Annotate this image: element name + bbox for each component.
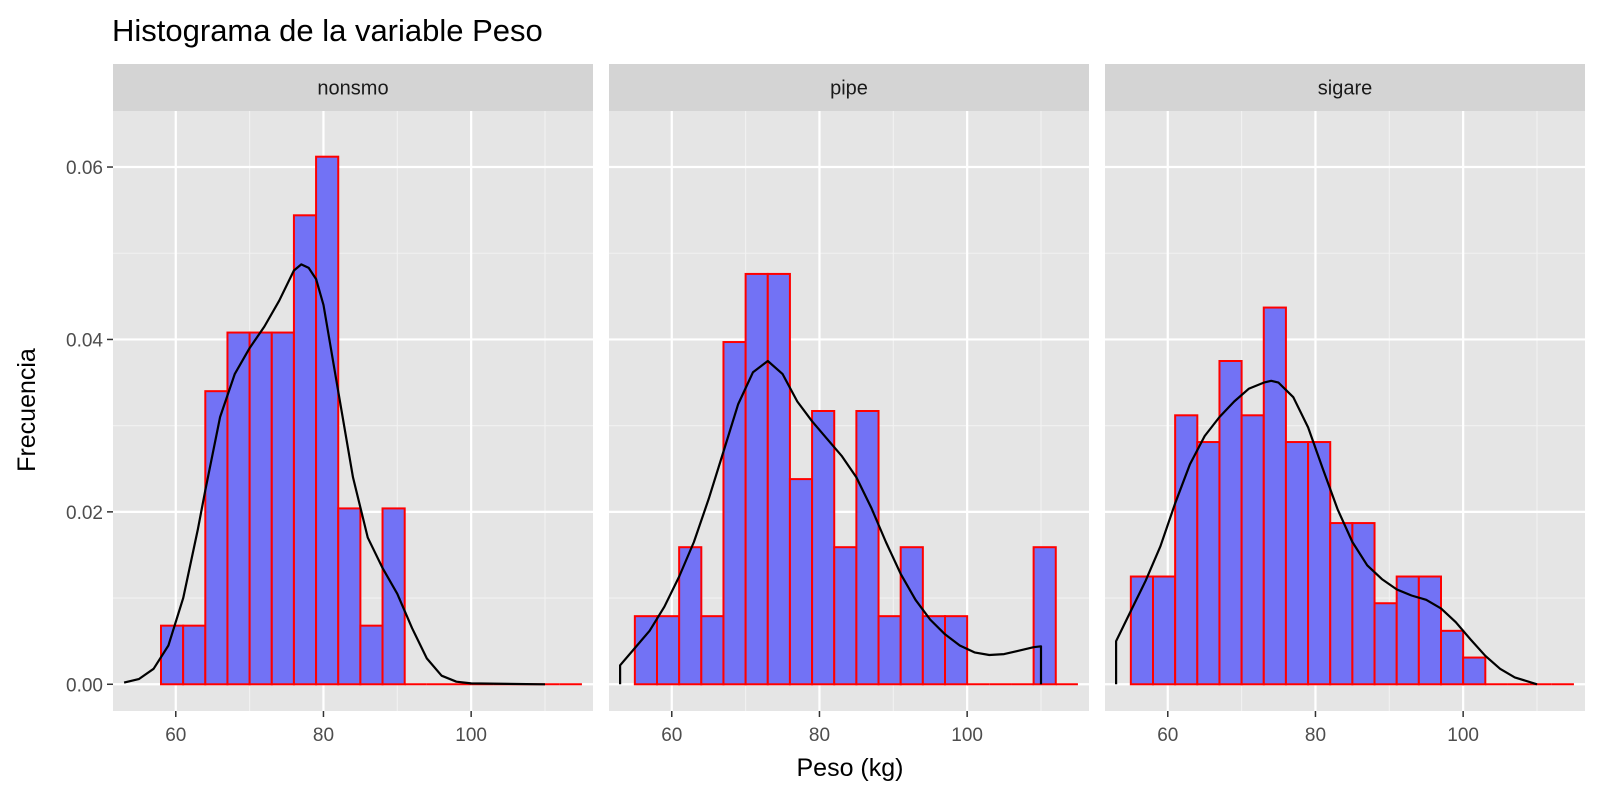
- histogram-bar: [270, 331, 295, 686]
- x-axis-title: Peso (kg): [797, 754, 904, 782]
- histogram-bars: [1129, 306, 1574, 686]
- histogram-bar: [811, 410, 836, 686]
- facet-strip-pipe: [609, 64, 1089, 111]
- x-tick-label: 80: [313, 725, 334, 746]
- facet-panel-sigare: sigare 60 80 100: [1105, 64, 1585, 746]
- histogram-bar: [1240, 414, 1265, 686]
- x-tick-label: 100: [1447, 725, 1479, 746]
- histogram-bar: [248, 331, 273, 686]
- x-tick-label: 100: [455, 725, 487, 746]
- x-tick-label: 80: [1305, 725, 1326, 746]
- histogram-bar: [855, 410, 880, 686]
- facet-label-nonsmo: nonsmo: [317, 78, 388, 100]
- facet-label-pipe: pipe: [830, 78, 868, 100]
- histogram-bar: [744, 272, 769, 686]
- x-axis: 60 80 100: [661, 711, 983, 746]
- histogram-bar: [1196, 441, 1221, 686]
- histogram-bar: [381, 507, 406, 686]
- y-tick-label: 0.00: [66, 675, 103, 696]
- y-tick-label: 0.02: [66, 503, 103, 524]
- facet-strip-sigare: [1105, 64, 1585, 111]
- x-tick-label: 60: [165, 725, 186, 746]
- histogram-bar: [337, 507, 362, 686]
- chart-title: Histograma de la variable Peso: [112, 13, 543, 48]
- histogram-bar: [1152, 575, 1177, 686]
- x-axis: 60 80 100: [165, 711, 487, 746]
- histogram-bar: [1373, 602, 1398, 686]
- y-tick-label: 0.06: [66, 158, 103, 179]
- histogram-bar: [1032, 546, 1057, 686]
- histogram-bar: [944, 615, 969, 686]
- facet-panel-nonsmo: nonsmo 60 80 100: [113, 64, 593, 746]
- histogram-bar: [700, 615, 725, 686]
- histogram-bar: [1417, 575, 1443, 686]
- histogram-bar: [633, 615, 658, 686]
- histogram-bar: [359, 624, 384, 686]
- histogram-bar: [1440, 629, 1465, 686]
- histogram-bar: [656, 615, 681, 686]
- density-curve: [123, 263, 546, 686]
- facet-panel-pipe: pipe 60 80 100: [609, 64, 1089, 746]
- histogram-bar: [292, 214, 318, 686]
- y-tick-label: 0.04: [66, 330, 103, 351]
- density-curve: [1114, 379, 1538, 686]
- histogram-bars: [160, 155, 582, 686]
- histogram-bar: [1462, 656, 1487, 686]
- histogram-bar: [833, 546, 858, 686]
- histogram-bar: [315, 155, 340, 686]
- histogram-bar: [1129, 575, 1155, 686]
- histogram-bar: [182, 624, 207, 686]
- facet-label-sigare: sigare: [1318, 78, 1372, 100]
- x-tick-label: 60: [1157, 725, 1178, 746]
- y-axis: 0.00 0.02 0.04 0.06: [66, 158, 113, 696]
- histogram-bar: [1262, 306, 1287, 686]
- histogram-bar: [877, 615, 902, 686]
- histogram-bar: [921, 615, 946, 686]
- density-curve: [618, 359, 1043, 685]
- y-axis-title: Frecuencia: [13, 348, 41, 472]
- histogram-bar: [1218, 360, 1243, 686]
- x-tick-label: 80: [809, 725, 830, 746]
- histogram-bar: [1329, 522, 1354, 686]
- histogram-bar: [899, 546, 924, 686]
- facet-strip-nonsmo: [113, 64, 593, 111]
- x-tick-label: 60: [661, 725, 682, 746]
- histogram-bar: [788, 478, 814, 686]
- histogram-bar: [1284, 441, 1310, 686]
- x-tick-label: 100: [951, 725, 983, 746]
- x-axis: 60 80 100: [1157, 711, 1479, 746]
- histogram-bar: [766, 272, 791, 686]
- histogram-bar: [1395, 575, 1420, 686]
- facet-panels: nonsmo 60 80 100 pipe 60 80 100 sigare 60 80 100: [113, 64, 1585, 746]
